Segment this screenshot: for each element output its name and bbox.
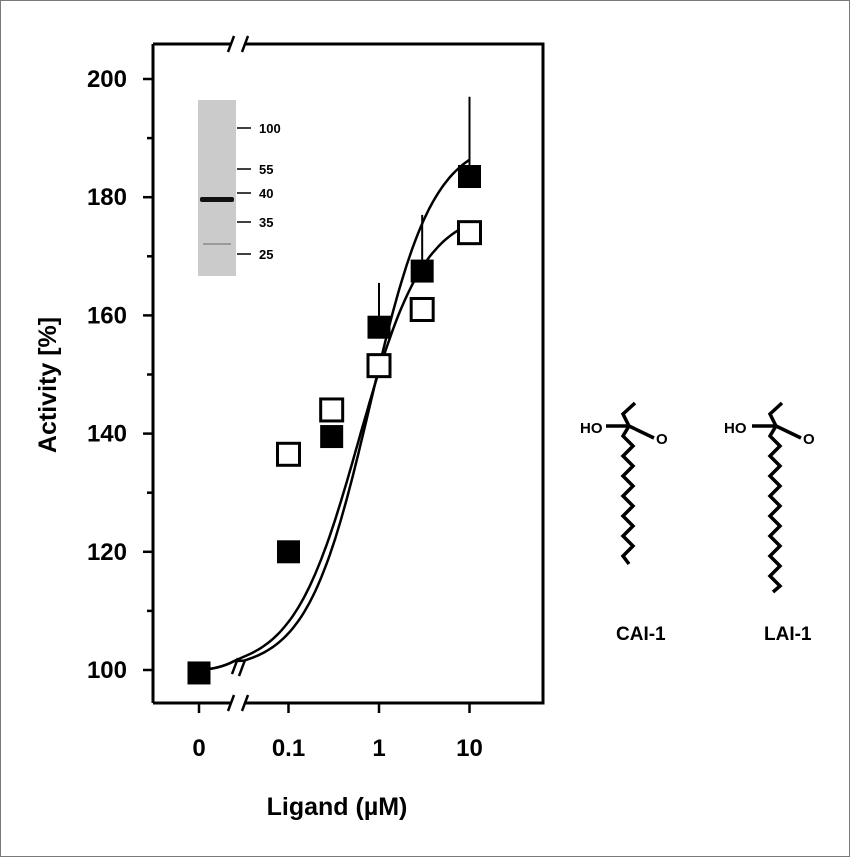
open-square-point	[409, 296, 435, 322]
axis-break-mark	[240, 694, 250, 712]
y-tick-label: 100	[87, 657, 127, 684]
curve-break-mark	[230, 657, 240, 675]
y-tick-label: 180	[87, 184, 127, 211]
gel-band	[200, 197, 234, 202]
y-tick-label: 140	[87, 421, 127, 448]
plot-frame	[153, 42, 545, 705]
open-square-point	[366, 353, 392, 379]
cai1-carbonyl-label: O	[656, 431, 668, 448]
molecule-lai1: HO O LAI-1	[724, 401, 815, 645]
y-tick-label: 120	[87, 539, 127, 566]
y-tick-label: 160	[87, 302, 127, 329]
x-tick-label: 0	[192, 735, 205, 762]
lai1-structure	[767, 401, 784, 594]
axes-layer: 100 120 140 160 180 200 0 0.1 1 10	[87, 35, 545, 762]
ladder-label: 25	[259, 247, 273, 262]
filled-square-point	[320, 425, 344, 449]
lai1-carbonyl-label: O	[803, 431, 815, 448]
filled-square-point	[277, 540, 300, 564]
x-tick-label: 0.1	[272, 735, 305, 762]
ladder-label: 40	[259, 186, 273, 201]
open-square-point	[276, 441, 301, 467]
cai1-structure	[620, 401, 637, 566]
ladder-label: 100	[259, 121, 281, 136]
lai1-hydroxyl-label: HO	[724, 420, 747, 437]
gel-lane	[198, 100, 236, 276]
filled-square-point	[410, 259, 434, 283]
data-markers	[187, 96, 482, 685]
filled-square-point	[187, 661, 211, 685]
lai1-carbonyl-bond	[775, 424, 802, 440]
molecule-cai1: HO O CAI-1	[580, 401, 668, 645]
curve-break-mark	[237, 659, 247, 677]
gel-faint-band	[203, 243, 231, 245]
lai1-name: LAI-1	[764, 624, 812, 645]
cai1-hydroxyl-label: HO	[580, 420, 603, 437]
x-axis-title: Ligand (µM)	[267, 793, 408, 821]
y-tick-label: 200	[87, 66, 127, 93]
cai1-name: CAI-1	[616, 624, 666, 645]
ladder-label: 55	[259, 162, 273, 177]
open-square-point	[457, 220, 482, 246]
axis-break-mark	[226, 35, 236, 53]
cai1-carbonyl-bond	[628, 424, 655, 440]
y-axis-title: Activity [%]	[34, 317, 62, 453]
filled-square-point	[458, 165, 481, 189]
axis-break-mark	[226, 694, 236, 712]
fit-curve-filled	[198, 158, 471, 672]
open-square-point	[319, 397, 345, 423]
filled-square-point	[367, 315, 391, 339]
x-tick-label: 1	[372, 735, 385, 762]
x-tick-label: 10	[456, 735, 483, 762]
inset-gel: 100 55 40 35 25	[198, 100, 281, 276]
axis-break-mark	[240, 35, 250, 53]
ladder-label: 35	[259, 215, 273, 230]
